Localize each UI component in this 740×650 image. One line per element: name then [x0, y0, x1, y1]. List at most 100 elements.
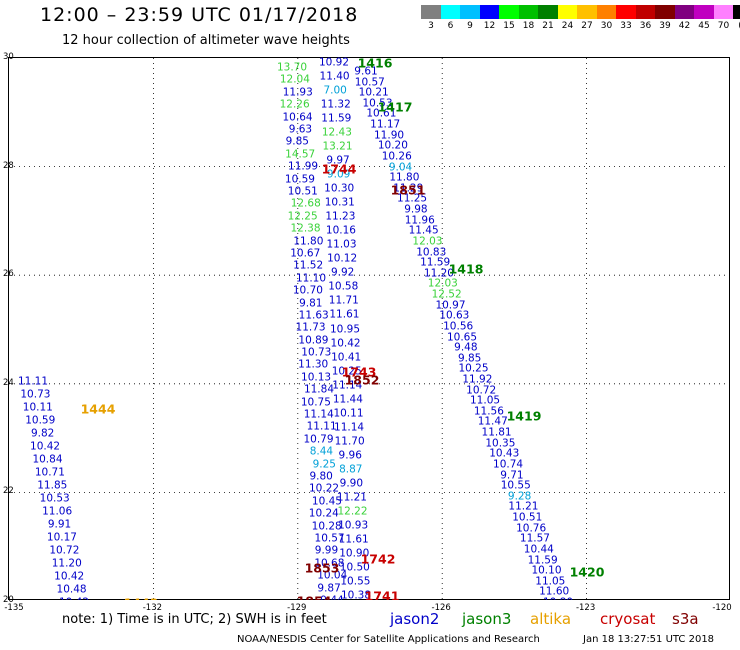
map-title: 12:00 – 23:59 UTC 01/17/2018: [40, 4, 359, 26]
scale-swatch: [596, 5, 616, 19]
wave-height-value: 13.70: [276, 61, 308, 74]
lon-label: -120: [712, 603, 732, 613]
wave-height-value: 11.96: [404, 214, 435, 227]
wave-height-value: 12.22: [337, 505, 368, 518]
scale-swatch: [635, 5, 655, 19]
pass-time-label: 1417: [377, 99, 413, 115]
lat-label: 26: [3, 269, 14, 280]
wave-height-value: 10.67: [290, 247, 321, 260]
scale-swatch: [674, 5, 694, 19]
wave-height-value: 11.45: [408, 224, 439, 237]
pass-time-label: 1416: [357, 57, 393, 71]
lon-label: -126: [431, 603, 451, 613]
wave-height-value: 10.42: [330, 337, 361, 350]
wave-height-value: 10.25: [458, 362, 489, 375]
wave-height-value: 9.96: [338, 449, 362, 462]
wave-height-value: 10.73: [20, 388, 51, 401]
scale-label: (ft): [738, 21, 740, 31]
scale-label: 3: [428, 21, 434, 31]
wave-height-value: 9.28: [507, 490, 532, 503]
wave-height-value: 11.25: [397, 192, 428, 205]
wave-height-value: 10.24: [308, 507, 339, 520]
wave-height-value: 10.41: [331, 351, 362, 364]
wave-height-value: 10.12: [327, 252, 358, 265]
wave-height-value: 11.57: [519, 532, 550, 545]
wave-height-value: 11.59: [420, 256, 451, 269]
scale-label: 27: [581, 21, 593, 31]
timestamp: Jan 18 13:27:51 UTC 2018: [583, 634, 715, 645]
wave-height-value: 10.92: [318, 57, 350, 69]
wave-height-value: 10.16: [325, 224, 356, 237]
wave-height-value: 10.38: [340, 589, 372, 600]
legend-altika: altika: [530, 610, 572, 628]
wave-height-value: 10.80: [543, 597, 573, 600]
pass-time-label: 1853: [304, 560, 340, 576]
pass-time-label: 1743: [341, 364, 377, 380]
wave-height-value: 11.44: [332, 393, 363, 406]
lat-label: 22: [3, 486, 14, 497]
wave-height-value: 11.06: [42, 505, 73, 518]
wave-height-value: 9.98: [404, 203, 428, 216]
wave-height-value: 10.74: [493, 458, 524, 471]
wave-height-value: 9.91: [47, 518, 72, 531]
wave-height-value: 11.73: [295, 321, 326, 334]
wave-height-value: 11.17: [370, 118, 401, 131]
wave-height-value: 9.82: [30, 427, 55, 440]
pass-time-label: 1419: [506, 408, 542, 424]
scale-label: 33: [620, 21, 632, 31]
scale-swatch: [421, 5, 441, 19]
wave-height-value: 9.61: [354, 65, 378, 78]
scale-label: 45: [698, 21, 710, 31]
wave-height-value: 10.72: [49, 544, 80, 557]
wave-height-value: 9.87: [317, 582, 341, 595]
wave-height-value: 12.43: [321, 126, 352, 139]
wave-height-value: 10.93: [338, 519, 369, 532]
wave-height-value: 10.11: [333, 407, 364, 420]
wave-height-value: 10.59: [284, 173, 315, 186]
wave-height-value: 9.85: [457, 352, 482, 365]
pass-time-label: 1851: [390, 182, 426, 198]
wave-height-value: 8.87: [339, 463, 363, 476]
wave-height-value: 12.52: [431, 288, 462, 301]
wave-height-value: 10.44: [523, 543, 554, 556]
pass-time-label: 1852: [344, 372, 380, 388]
lat-label: 20: [3, 595, 14, 605]
wave-height-value: 10.42: [30, 440, 61, 453]
wave-height-value: 11.32: [320, 98, 351, 111]
map-grid: [8, 57, 730, 600]
wave-height-value: 10.22: [309, 482, 340, 495]
wave-height-value: 12.03: [412, 235, 443, 248]
wave-height-value: 10.51: [512, 511, 543, 524]
wave-height-value: 10.55: [500, 479, 531, 492]
scale-swatch: [694, 5, 714, 19]
scale-swatch: [733, 5, 740, 19]
wave-height-value: 11.70: [334, 435, 365, 448]
wave-height-value: 10.35: [485, 437, 516, 450]
wave-height-value: 12.68: [290, 197, 321, 210]
wave-height-value: 11.92: [462, 373, 493, 386]
wave-height-value: 10.56: [443, 320, 474, 333]
wave-height-value: 9.44: [320, 595, 343, 600]
scale-label: 6: [447, 21, 454, 31]
scale-swatch: [538, 5, 558, 19]
wave-height-value: 9.97: [326, 154, 350, 167]
legend-jason2: jason2: [390, 610, 440, 628]
scale-label: 9: [467, 21, 473, 31]
wave-height-value: 10.51: [287, 185, 318, 198]
scale-swatch: [577, 5, 597, 19]
wave-height-value: 10.55: [340, 575, 371, 588]
wave-height-value: 11.81: [481, 426, 512, 439]
wave-height-value: 9.48: [454, 341, 478, 354]
wave-height-value: 10.61: [366, 107, 397, 120]
wave-height-value: 12.38: [290, 222, 321, 235]
wave-height-value: 9.04: [388, 161, 413, 174]
scale-label: 70: [717, 21, 730, 31]
wave-height-value: 9.85: [285, 135, 309, 148]
scale-label: 21: [542, 21, 554, 31]
wave-height-value: 11.80: [389, 171, 420, 184]
wave-height-value: 10.10: [531, 564, 562, 577]
pass-time-label: 1744: [321, 161, 357, 177]
pass-time-label: 1741: [364, 588, 400, 601]
wave-height-value: 11.60: [539, 585, 570, 598]
track-points: 11.11 10.73 10.11 10.59 9.82 10.42 10.84 10.71 1…: [8, 57, 730, 600]
